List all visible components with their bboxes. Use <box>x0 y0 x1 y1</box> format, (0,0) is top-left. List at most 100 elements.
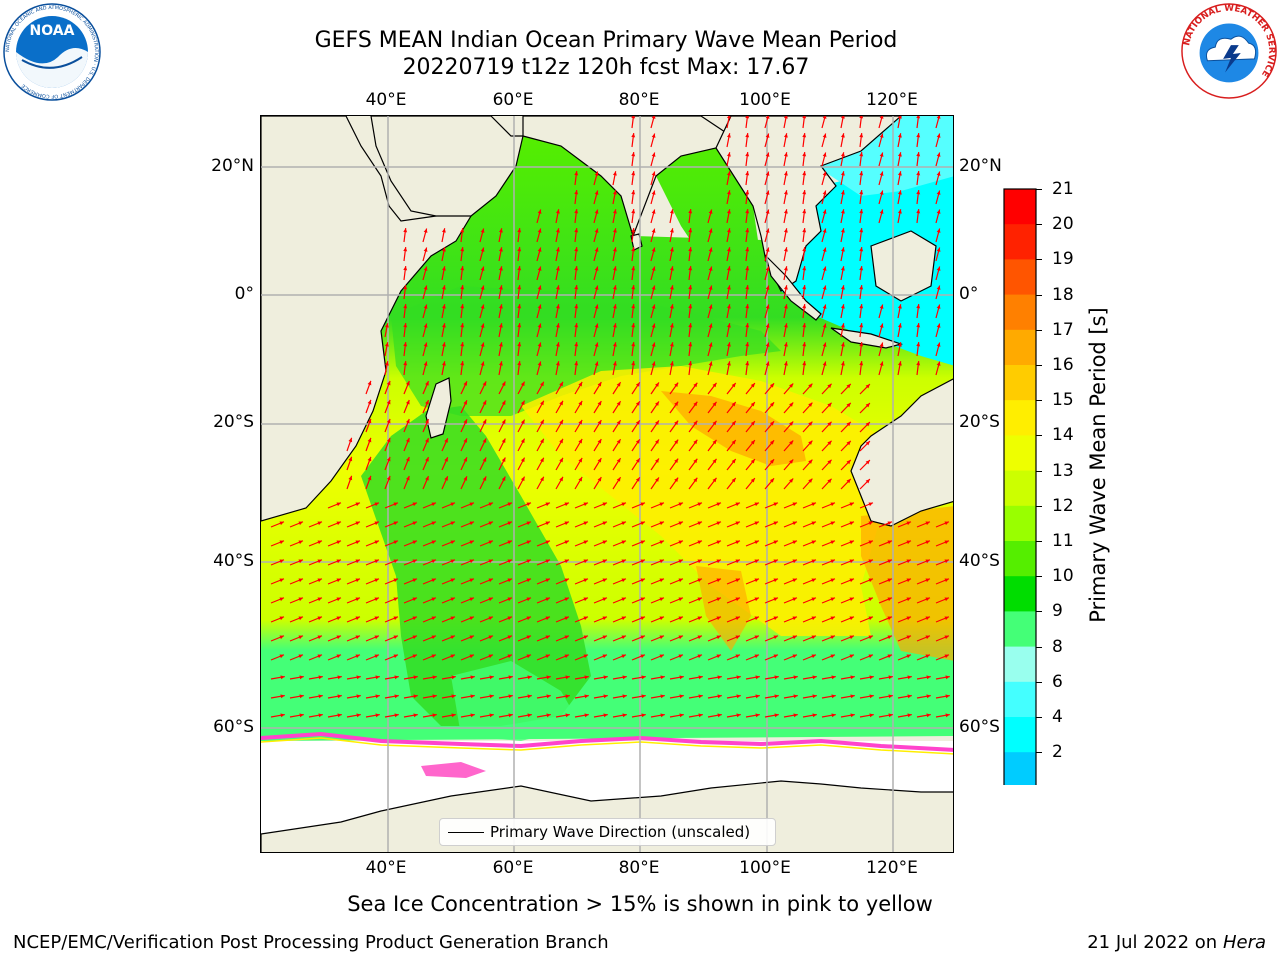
wave-direction-arrowhead <box>425 381 429 386</box>
wave-direction-arrowhead <box>517 304 522 309</box>
wave-direction-arrowhead <box>925 521 930 526</box>
wave-direction-arrowhead <box>594 304 599 309</box>
wave-direction-arrowhead <box>651 342 656 347</box>
wave-direction-arrowhead <box>507 654 512 659</box>
wave-direction-arrowhead <box>641 713 646 718</box>
wave-direction-arrowhead <box>317 616 322 621</box>
wave-direction-arrowhead <box>783 133 788 138</box>
wave-direction-arrowhead <box>393 521 398 526</box>
wave-direction-arrowhead <box>802 133 807 138</box>
wave-direction-arrowhead <box>783 304 788 309</box>
wave-direction-arrowhead <box>916 342 921 347</box>
wave-direction-arrowhead <box>769 383 775 388</box>
colorbar-tick-mark <box>1036 294 1042 296</box>
wave-direction-arrowhead <box>403 304 408 309</box>
wave-direction-arrowhead <box>574 228 579 233</box>
wave-direction-arrowhead <box>879 323 884 328</box>
wave-direction-arrowhead <box>774 675 779 680</box>
wave-direction-arrowhead <box>425 400 429 405</box>
wave-direction-arrowhead <box>822 133 827 138</box>
wave-direction-arrowhead <box>840 152 845 157</box>
wave-direction-arrowhead <box>811 559 816 564</box>
wave-direction-arrowhead <box>789 402 794 407</box>
wave-direction-arrowhead <box>879 304 884 309</box>
lon-tick-top: 80°E <box>618 90 660 110</box>
wave-direction-arrowhead <box>367 380 372 386</box>
wave-direction-arrowhead <box>336 654 341 659</box>
wave-direction-arrowhead <box>444 457 448 462</box>
wave-direction-arrowhead <box>822 266 827 271</box>
wave-direction-arrowhead <box>393 654 398 659</box>
wave-direction-arrowhead <box>336 597 341 602</box>
wave-direction-arrowhead <box>299 675 304 680</box>
wave-direction-arrowhead <box>508 713 513 718</box>
wave-direction-arrowhead <box>517 361 522 366</box>
wave-direction-arrowhead <box>846 383 851 389</box>
wave-direction-arrowhead <box>463 381 467 386</box>
wave-direction-arrowhead <box>603 694 608 699</box>
wave-direction-arrowhead <box>651 361 656 366</box>
wave-direction-arrowhead <box>830 578 835 583</box>
wave-direction-arrowhead <box>936 285 941 290</box>
wave-direction-arrowhead <box>367 456 372 462</box>
wave-direction-arrowhead <box>612 361 617 366</box>
wave-direction-arrowhead <box>602 521 607 526</box>
wave-direction-arrowhead <box>846 440 851 446</box>
wave-direction-arrowhead <box>651 209 656 214</box>
wave-direction-arrowhead <box>336 635 341 640</box>
wave-direction-arrowhead <box>754 635 759 640</box>
wave-direction-arrowhead <box>317 559 322 564</box>
wave-direction-arrowhead <box>441 285 446 290</box>
wave-direction-arrowhead <box>526 502 531 507</box>
wave-direction-arrowhead <box>501 381 506 387</box>
wave-direction-arrowhead <box>859 266 864 271</box>
wave-direction-arrowhead <box>526 616 531 621</box>
wave-direction-arrowhead <box>907 675 912 680</box>
wave-direction-arrowhead <box>716 578 721 583</box>
wave-direction-arrowhead <box>944 521 949 526</box>
wave-direction-arrowhead <box>916 323 921 328</box>
wave-direction-arrowhead <box>635 382 640 387</box>
wave-direction-arrowhead <box>507 502 512 507</box>
wave-direction-arrowhead <box>808 402 813 407</box>
wave-direction-arrowhead <box>488 635 493 640</box>
wave-direction-arrowhead <box>405 381 410 386</box>
wave-direction-arrowhead <box>655 477 659 482</box>
wave-direction-arrowhead <box>317 635 322 640</box>
wave-direction-arrowhead <box>574 323 579 328</box>
wave-direction-arrowhead <box>574 285 579 290</box>
wave-direction-arrowhead <box>679 713 684 718</box>
wave-direction-arrowhead <box>469 597 474 602</box>
wave-direction-arrowhead <box>507 540 512 545</box>
wave-direction-arrowhead <box>731 440 736 445</box>
wave-direction-arrowhead <box>850 713 855 718</box>
wave-direction-arrowhead <box>578 457 583 463</box>
colorbar-segment <box>1004 717 1036 753</box>
wave-direction-arrowhead <box>393 578 398 583</box>
wave-direction-arrowhead <box>735 578 740 583</box>
wave-direction-arrowhead <box>859 228 864 233</box>
wave-direction-arrowhead <box>545 502 550 507</box>
wave-direction-arrowhead <box>622 713 627 718</box>
wave-direction-arrowhead <box>750 440 755 445</box>
wave-direction-arrowhead <box>279 559 284 564</box>
wave-direction-arrowhead <box>574 304 579 309</box>
wave-direction-arrowhead <box>403 247 408 252</box>
wave-direction-arrowhead <box>559 476 563 482</box>
wave-direction-arrowhead <box>802 266 807 271</box>
wave-direction-arrowhead <box>754 654 759 659</box>
wave-direction-arrowhead <box>631 304 636 309</box>
wave-direction-arrowhead <box>655 382 659 387</box>
wave-direction-arrowhead <box>337 713 342 718</box>
wave-direction-arrowhead <box>812 675 817 680</box>
wave-direction-arrowhead <box>693 439 698 445</box>
wave-direction-arrowhead <box>640 540 645 545</box>
wave-direction-arrowhead <box>765 323 770 328</box>
ocean-green-band <box>361 406 591 726</box>
wave-direction-arrowhead <box>678 559 683 564</box>
lon-tick-bottom: 120°E <box>866 858 918 878</box>
wave-direction-arrowhead <box>621 521 626 526</box>
wave-direction-arrowhead <box>597 439 602 444</box>
wave-direction-arrowhead <box>944 654 949 659</box>
wave-direction-arrowhead <box>769 459 775 464</box>
